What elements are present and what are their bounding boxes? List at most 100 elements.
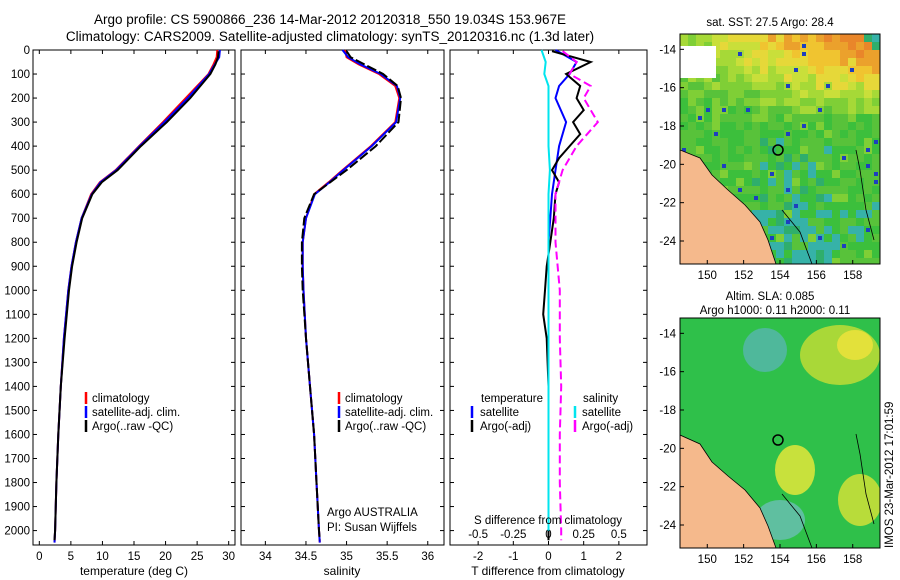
sst-cell bbox=[832, 130, 840, 138]
sst-cell bbox=[832, 186, 840, 194]
sst-cell bbox=[768, 130, 776, 138]
depth-tick-label: 1500 bbox=[4, 405, 30, 417]
sst-cell bbox=[728, 114, 736, 122]
sst-cell bbox=[784, 234, 792, 242]
plot-title-line1: Argo profile: CS 5900866_236 14-Mar-2012… bbox=[93, 12, 567, 27]
sst-cell bbox=[688, 122, 696, 130]
sst-cell bbox=[744, 202, 752, 210]
sst-cell bbox=[768, 58, 776, 66]
sst-cell bbox=[808, 194, 816, 202]
sst-cell bbox=[704, 114, 712, 122]
sst-cell bbox=[864, 42, 872, 50]
sst-cell bbox=[784, 98, 792, 106]
sst-cell bbox=[832, 122, 840, 130]
sst-cell bbox=[760, 82, 768, 90]
sst-cell bbox=[808, 170, 816, 178]
sst-cell bbox=[760, 218, 768, 226]
sst-cell bbox=[752, 66, 760, 74]
sst-cell bbox=[832, 74, 840, 82]
sst-cell bbox=[704, 90, 712, 98]
sst-cell bbox=[840, 138, 848, 146]
sst-cell bbox=[824, 258, 832, 264]
depth-tick-label: 1900 bbox=[4, 502, 30, 514]
sst-cell bbox=[696, 146, 704, 154]
sst-cell bbox=[824, 202, 832, 210]
sst-cell bbox=[848, 130, 856, 138]
sst-cell bbox=[736, 34, 744, 42]
sst-cell bbox=[848, 170, 856, 178]
sst-cell-marker bbox=[722, 108, 726, 112]
sst-cell bbox=[800, 234, 808, 242]
sst-cell bbox=[848, 226, 856, 234]
sst-cell bbox=[824, 66, 832, 74]
sst-cell bbox=[808, 34, 816, 42]
pi-annotation: PI: Susan Wijffels bbox=[327, 522, 417, 534]
sst-cell bbox=[856, 170, 864, 178]
sst-cell bbox=[856, 90, 864, 98]
sst-cell bbox=[840, 34, 848, 42]
sst-cell bbox=[752, 146, 760, 154]
sst-cell bbox=[864, 170, 872, 178]
sst-cell bbox=[776, 250, 784, 258]
sst-cell bbox=[744, 162, 752, 170]
sst-cell bbox=[760, 42, 768, 50]
map-x-tick-label: 156 bbox=[807, 270, 826, 282]
sst-cell-marker bbox=[698, 116, 702, 120]
sst-cell bbox=[808, 82, 816, 90]
map-y-tick-label: -24 bbox=[659, 236, 676, 248]
sst-cell bbox=[792, 250, 800, 258]
sst-cell bbox=[760, 98, 768, 106]
sst-cell bbox=[864, 130, 872, 138]
map-y-tick-label: -16 bbox=[659, 367, 676, 379]
sst-cell-marker bbox=[874, 172, 878, 176]
sst-cell bbox=[728, 154, 736, 162]
sst-cell bbox=[736, 138, 744, 146]
sla-low-anomaly bbox=[743, 328, 787, 372]
depth-tick-label: 600 bbox=[11, 189, 30, 201]
sst-cell bbox=[744, 98, 752, 106]
sst-cell bbox=[784, 106, 792, 114]
map-x-tick-label: 152 bbox=[734, 554, 753, 566]
sst-cell bbox=[864, 138, 872, 146]
sst-cell bbox=[776, 114, 784, 122]
sst-cell bbox=[848, 178, 856, 186]
sst-cell bbox=[856, 162, 864, 170]
sst-cell bbox=[792, 258, 800, 264]
sst-cell bbox=[688, 138, 696, 146]
sst-cell bbox=[776, 122, 784, 130]
sst-cell bbox=[704, 162, 712, 170]
argo-australia-annotation: Argo AUSTRALIA bbox=[327, 507, 418, 519]
sst-cell bbox=[808, 178, 816, 186]
sst-cell bbox=[792, 74, 800, 82]
sst-cell bbox=[704, 122, 712, 130]
australia-coast bbox=[680, 149, 777, 264]
sst-cell bbox=[840, 90, 848, 98]
sst-cell bbox=[832, 154, 840, 162]
sst-cell bbox=[824, 42, 832, 50]
sst-cell bbox=[688, 34, 696, 42]
sst-cell bbox=[808, 90, 816, 98]
sst-cell bbox=[696, 122, 704, 130]
sst-cell bbox=[736, 194, 744, 202]
sst-cell bbox=[856, 234, 864, 242]
sst-cell bbox=[832, 146, 840, 154]
sst-cell-marker bbox=[786, 132, 790, 136]
sst-cell bbox=[768, 90, 776, 98]
sst-cell bbox=[808, 242, 816, 250]
sst-cell bbox=[800, 74, 808, 82]
sla-high-anomaly bbox=[837, 330, 873, 360]
sst-cell bbox=[712, 170, 720, 178]
sst-cell bbox=[872, 154, 880, 162]
sst-cell bbox=[680, 114, 688, 122]
sst-cell bbox=[840, 66, 848, 74]
sst-cell bbox=[872, 106, 880, 114]
sst-cell bbox=[784, 210, 792, 218]
sst-cell-marker bbox=[770, 172, 774, 176]
sst-cell bbox=[816, 194, 824, 202]
temperature-x-axis: 0 5 10 15 20 25 30 bbox=[36, 50, 235, 563]
sst-cell bbox=[768, 154, 776, 162]
sst-cell bbox=[848, 218, 856, 226]
sst-cell bbox=[848, 162, 856, 170]
depth-tick-label: 1300 bbox=[4, 357, 30, 369]
